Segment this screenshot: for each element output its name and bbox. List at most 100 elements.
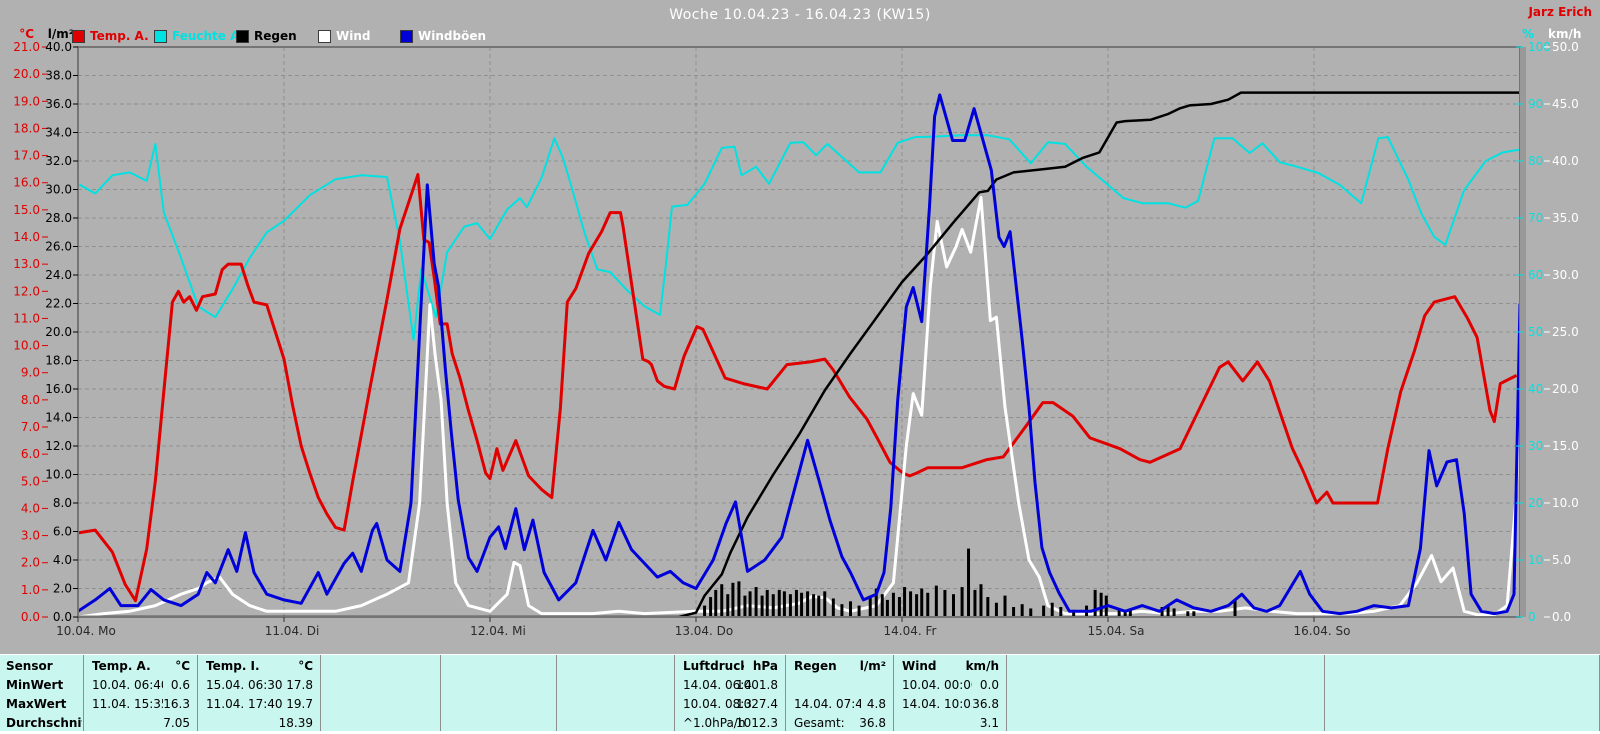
rain-bar [714, 589, 718, 617]
svg-text:22.0: 22.0 [45, 297, 72, 311]
rain-bar [979, 584, 983, 617]
rain-bar [903, 587, 907, 617]
svg-text:7.0: 7.0 [21, 420, 40, 434]
svg-text:50: 50 [1528, 325, 1543, 339]
table-sensor-column [557, 655, 675, 732]
stat-value: 16.3 [163, 697, 190, 711]
sensor-unit: hPa [752, 659, 778, 673]
stat-value: 4.8 [866, 697, 886, 711]
svg-text:12.0: 12.0 [13, 284, 40, 298]
stat-value [828, 676, 886, 695]
x-day-label: 10.04. Mo [56, 624, 116, 638]
rain-bar [897, 597, 901, 617]
stat-datetime: 11.04. 17:40 [206, 697, 283, 711]
wind-axis-unit: km/h [1548, 27, 1582, 41]
svg-text:25.0: 25.0 [1552, 325, 1579, 339]
rain-bar [967, 548, 971, 617]
svg-text:20.0: 20.0 [45, 325, 72, 339]
rain-bar [726, 594, 730, 617]
legend-swatch [318, 29, 331, 43]
chart-plot: 0.0 1.0 2.0 3.0 4.0 5.0 6.0 7.0 8.0 9.0 10.0 11.0 12… [13, 40, 1579, 638]
rain-bar [885, 599, 889, 617]
humidity-axis-ticks: 0 10 20 30 40 50 60 70 80 90 100 [1516, 40, 1551, 624]
rain-bar [1003, 595, 1007, 617]
legend-swatch [154, 29, 167, 43]
svg-text:90: 90 [1528, 97, 1543, 111]
stat-datetime: 14.04. 06:45 [683, 678, 752, 692]
svg-text:60: 60 [1528, 268, 1543, 282]
rain-bar [1128, 608, 1132, 617]
rain-axis-unit: l/m² [47, 27, 74, 41]
stat-value: 36.8 [859, 716, 886, 730]
svg-text:35.0: 35.0 [1552, 211, 1579, 225]
stat-value: 18.39 [278, 716, 313, 730]
rain-bar [703, 605, 707, 617]
svg-text:8.0: 8.0 [53, 496, 72, 510]
stat-datetime: 10.04. 06:40 [92, 678, 163, 692]
rain-bar [771, 594, 775, 617]
rain-bar [1233, 599, 1237, 617]
svg-text:15.0: 15.0 [1552, 439, 1579, 453]
table-sensor-column: Regen l/m² 14.04. 07:45 4.8 Gesamt: 36.8 [786, 655, 894, 732]
legend-label: Windböen [418, 29, 486, 43]
row-label: MaxWert [6, 697, 67, 711]
rain-bar [782, 591, 786, 617]
stat-value: 17.8 [286, 678, 313, 692]
rain-bar [934, 585, 938, 617]
legend-swatch [400, 29, 413, 43]
svg-text:8.0: 8.0 [21, 393, 40, 407]
rain-bar [817, 595, 821, 617]
rain-bar [806, 591, 810, 617]
rain-bar [926, 592, 930, 617]
chart-legend: Temp. A. Feuchte A. Regen Wind Windböen [72, 28, 486, 44]
table-sensor-column: Temp. I. °C 15.04. 06:30 17.8 11.04. 17:40 19… [198, 655, 321, 732]
sensor-title: Temp. A. [92, 659, 151, 673]
legend-item-regen: Regen [236, 29, 298, 43]
stat-value: 7.05 [163, 716, 190, 730]
legend-item-feuchte-a-: Feuchte A. [154, 29, 244, 43]
svg-text:12.0: 12.0 [45, 439, 72, 453]
legend-label: Wind [336, 29, 371, 43]
svg-text:16.0: 16.0 [45, 382, 72, 396]
sensor-unit: l/m² [859, 659, 886, 673]
svg-text:14.0: 14.0 [45, 411, 72, 425]
rain-bar [800, 592, 804, 617]
svg-text:5.0: 5.0 [1552, 553, 1571, 567]
legend-label: Feuchte A. [172, 29, 245, 43]
svg-text:0: 0 [1528, 610, 1536, 624]
table-sensor-column: Temp. A. °C 10.04. 06:40 0.6 11.04. 15:35 16.… [84, 655, 198, 732]
rain-bar [943, 589, 947, 617]
rain-bar [973, 589, 977, 617]
x-day-label: 16.04. So [1294, 624, 1351, 638]
svg-text:70: 70 [1528, 211, 1543, 225]
humidity-axis-unit: % [1522, 27, 1535, 41]
svg-text:34.0: 34.0 [45, 126, 72, 140]
svg-text:20.0: 20.0 [1552, 382, 1579, 396]
sensor-title: Regen [794, 659, 837, 673]
rain-bar [1117, 608, 1121, 617]
svg-text:30: 30 [1528, 439, 1543, 453]
legend-label: Regen [254, 29, 297, 43]
legend-item-windböen: Windböen [400, 29, 486, 43]
series-humidity [78, 134, 1520, 341]
author-label: Jarz Erich [1528, 5, 1592, 19]
svg-text:20.0: 20.0 [13, 67, 40, 81]
rain-bar [1050, 602, 1054, 617]
legend-label: Temp. A. [90, 29, 149, 43]
stat-value: 1012.3 [736, 716, 778, 730]
x-axis-labels: 10.04. Mo 11.04. Di 12.04. Mi 13.04. Do 14.0… [56, 617, 1350, 638]
stat-datetime: 10.04. 08:35 [683, 697, 752, 711]
rain-bar [1093, 589, 1097, 617]
grid-lines [78, 46, 1520, 617]
temp-axis-unit: °C [19, 27, 34, 41]
table-sensor-column [1325, 655, 1600, 732]
svg-text:24.0: 24.0 [45, 268, 72, 282]
rain-bar [788, 594, 792, 617]
svg-text:80: 80 [1528, 154, 1543, 168]
rain-bar [1192, 611, 1196, 617]
rain-bar [1029, 608, 1033, 617]
svg-text:4.0: 4.0 [21, 501, 40, 515]
rain-bar [857, 605, 861, 617]
rain-bar [1072, 609, 1076, 617]
svg-text:18.0: 18.0 [45, 354, 72, 368]
